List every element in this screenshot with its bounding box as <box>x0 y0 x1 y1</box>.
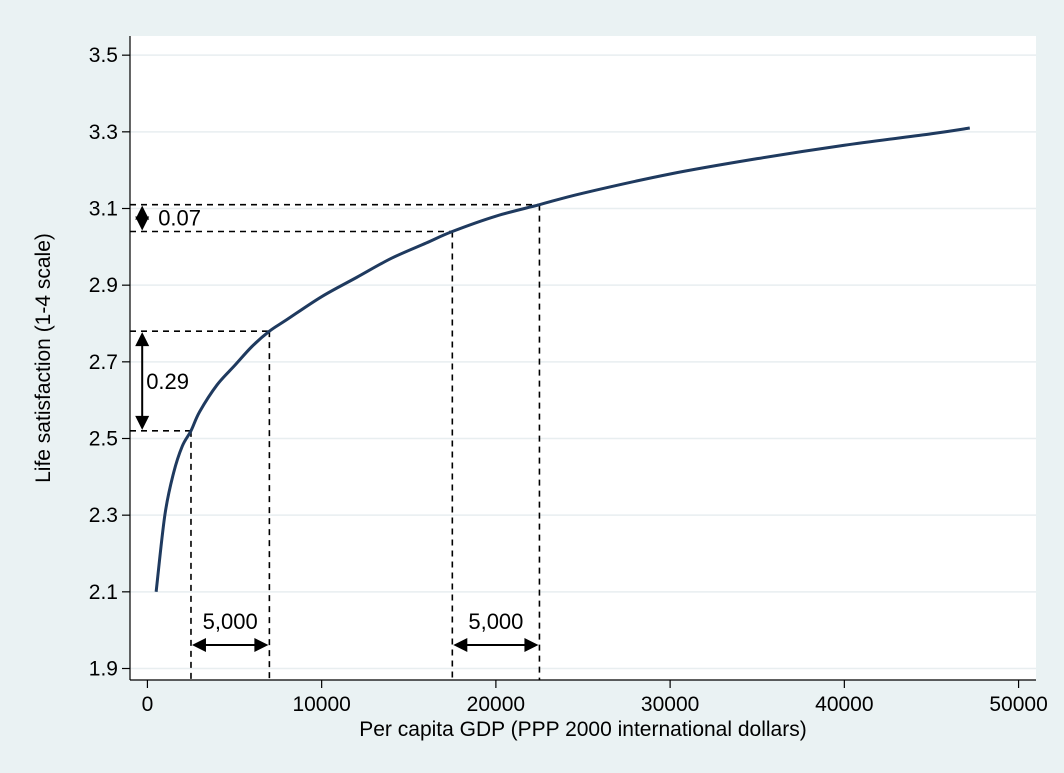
y-tick-label: 3.3 <box>89 121 118 144</box>
y-tick-label: 2.3 <box>89 504 118 527</box>
arrowhead <box>254 638 269 652</box>
x-tick-label: 20000 <box>467 693 525 716</box>
annotation-guides <box>130 203 541 680</box>
y-tick-label: 3.5 <box>89 44 118 67</box>
y-tick-label: 1.9 <box>89 658 118 681</box>
x-tick-label: 10000 <box>292 693 350 716</box>
dy-label: 0.29 <box>146 369 189 394</box>
gridlines <box>130 54 1036 670</box>
axes: 1.9 2.1 2.3 2.5 2.7 2.9 3.1 3.3 3.5 0 10000 20000 30… <box>89 36 1048 716</box>
plot-area <box>130 36 1036 680</box>
arrowhead <box>453 638 468 652</box>
y-tick-label: 2.7 <box>89 351 118 374</box>
y-tick-label: 2.5 <box>89 428 118 451</box>
series-line <box>154 126 971 593</box>
dy-label: 0.07 <box>158 206 201 231</box>
annotation-labels: 0.29 5,000 0.07 5,000 <box>135 205 539 652</box>
x-tick-label: 0 <box>142 693 154 716</box>
dx-label: 5,000 <box>468 609 523 634</box>
y-tick-label: 3.1 <box>89 198 118 221</box>
arrowhead <box>524 638 539 652</box>
arrowhead <box>135 205 150 220</box>
y-tick-label: 2.1 <box>89 581 118 604</box>
x-tick-label: 30000 <box>641 693 699 716</box>
y-axis-title: Life satisfaction (1-4 scale) <box>32 233 55 483</box>
x-tick-label: 40000 <box>815 693 873 716</box>
arrowhead <box>191 638 206 652</box>
arrowhead <box>135 415 150 430</box>
dx-label: 5,000 <box>203 609 258 634</box>
x-axis-title: Per capita GDP (PPP 2000 international d… <box>359 718 806 741</box>
x-tick-label: 50000 <box>989 693 1047 716</box>
y-tick-label: 2.9 <box>89 274 118 297</box>
series-layer <box>154 126 971 593</box>
arrowhead <box>135 332 150 347</box>
arrowhead <box>135 216 150 231</box>
